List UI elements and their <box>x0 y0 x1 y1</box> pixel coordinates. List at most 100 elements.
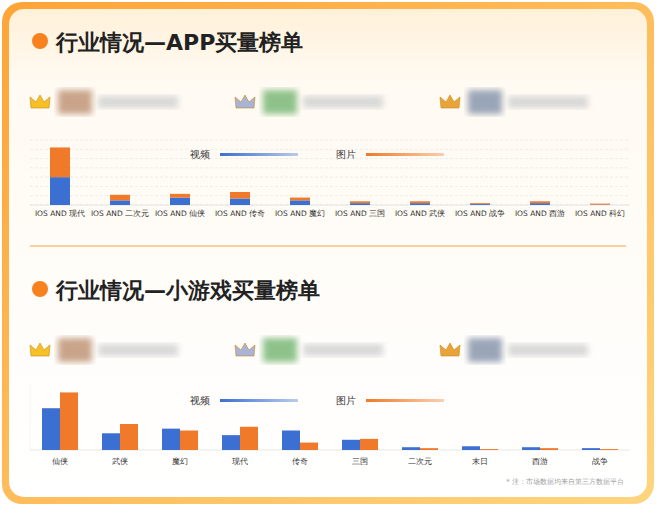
category-label: 传奇 <box>292 457 308 466</box>
bar <box>120 424 138 450</box>
bar <box>462 446 480 450</box>
title-icon <box>32 33 48 49</box>
bar <box>540 448 558 450</box>
grid-line <box>30 186 630 187</box>
category-label: 二次元 <box>408 457 432 466</box>
blurred-logo <box>468 338 502 362</box>
grid-line <box>30 149 630 150</box>
category-label: 战争 <box>592 457 608 466</box>
blurred-name <box>303 344 383 356</box>
bar <box>410 201 430 203</box>
bar <box>522 447 540 450</box>
bar <box>530 201 550 203</box>
category-label: IOS AND 战争 <box>455 209 505 218</box>
card <box>9 9 647 497</box>
bars <box>42 392 618 450</box>
bar <box>60 392 78 450</box>
bar <box>102 433 120 450</box>
category-label: IOS AND 三国 <box>335 209 385 218</box>
title-icon <box>32 281 48 297</box>
bar <box>350 201 370 203</box>
grid-line <box>30 140 630 141</box>
blurred-logo <box>263 338 297 362</box>
crown-icon <box>235 95 255 108</box>
legend-swatch <box>366 153 444 156</box>
crown-icon <box>440 95 460 108</box>
legend-swatch <box>220 399 298 402</box>
category-label: IOS AND 仙侠 <box>155 209 205 218</box>
axis-range <box>30 385 31 450</box>
blurred-logo <box>58 90 92 114</box>
bar <box>350 203 370 205</box>
separator <box>30 246 626 247</box>
category-label: 仙侠 <box>52 457 68 466</box>
bar <box>590 204 610 205</box>
bar <box>282 431 300 451</box>
crown-icon <box>30 95 50 108</box>
bar <box>110 200 130 205</box>
grid-line <box>30 177 630 178</box>
bar <box>582 448 600 450</box>
bar <box>420 448 438 450</box>
blurred-name <box>508 344 588 356</box>
bar <box>402 447 420 450</box>
category-label: IOS AND 现代 <box>35 209 85 218</box>
bar <box>162 429 180 450</box>
bar <box>50 147 70 177</box>
crown-icon <box>30 343 50 356</box>
bar <box>600 449 618 450</box>
grid-line <box>30 158 630 159</box>
bar <box>470 203 490 205</box>
category-label: 魔幻 <box>172 457 188 466</box>
bar <box>170 198 190 205</box>
bar <box>170 194 190 198</box>
crown-icon <box>440 343 460 356</box>
title: 行业情况—APP买量榜单 <box>55 30 303 55</box>
bar <box>410 203 430 205</box>
bar <box>300 443 318 450</box>
category-label: IOS AND 武侠 <box>395 209 445 218</box>
grid-line <box>30 167 630 168</box>
legend-label: 视频 <box>190 395 210 406</box>
crown-icon <box>235 343 255 356</box>
legend-label: 图片 <box>336 395 356 406</box>
blurred-name <box>98 96 178 108</box>
bar <box>480 449 498 450</box>
title: 行业情况—小游戏买量榜单 <box>55 278 320 303</box>
frame <box>2 2 654 504</box>
blurred-logo <box>58 338 92 362</box>
bar <box>290 198 310 201</box>
blurred-logo <box>263 90 297 114</box>
category-label: IOS AND 魔幻 <box>275 209 325 218</box>
bar <box>342 440 360 450</box>
category-label: 三国 <box>352 457 368 466</box>
category-label: 西游 <box>532 457 548 466</box>
bar <box>470 204 490 205</box>
bar <box>530 203 550 205</box>
category-label: IOS AND 二次元 <box>91 209 149 218</box>
bar <box>240 427 258 450</box>
bar <box>290 200 310 205</box>
bar <box>360 439 378 450</box>
bar <box>230 192 250 199</box>
blurred-logo <box>468 90 502 114</box>
category-label: IOS AND 西游 <box>515 209 565 218</box>
category-label: 武侠 <box>112 457 128 466</box>
legend-swatch <box>366 399 444 402</box>
bar <box>230 199 250 206</box>
bar <box>50 177 70 205</box>
category-label: 末日 <box>472 457 488 466</box>
blurred-name <box>98 344 178 356</box>
legend-swatch <box>220 153 298 156</box>
bar <box>42 408 60 450</box>
category-label: 现代 <box>232 457 248 466</box>
bar <box>222 435 240 450</box>
category-label: IOS AND 传奇 <box>215 209 265 218</box>
page: 行业情况—APP买量榜单视频 图片 IOS AND 现代 IOS AND 二次元 IOS… <box>0 0 656 506</box>
blurred-name <box>303 96 383 108</box>
bar <box>180 431 198 451</box>
bar <box>590 203 610 205</box>
blurred-name <box>508 96 588 108</box>
footnote: * 注：市场数据均来自第三方数据平台 <box>506 478 624 486</box>
category-label: IOS AND 科幻 <box>575 209 625 218</box>
